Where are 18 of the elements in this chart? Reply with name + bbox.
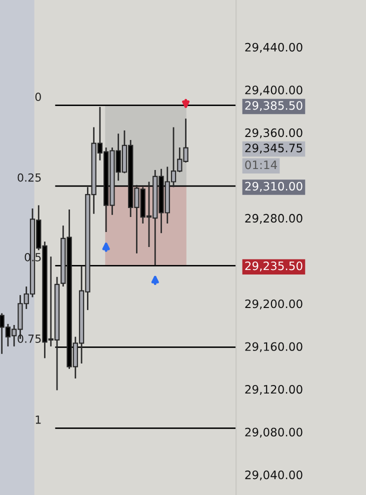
annotation: 1: [36, 416, 41, 424]
y-tick-label: 29,280.00: [245, 214, 302, 224]
y-tick-label: 29,345.75: [245, 144, 302, 154]
y-tick-label: 29,080.00: [245, 428, 302, 438]
annotation: 0.75: [18, 334, 41, 343]
y-tick-label: 29,385.50: [245, 101, 302, 112]
annotation: 0.25: [18, 173, 41, 182]
y-tick-label: 29,440.00: [245, 42, 302, 53]
y-tick-label: 29,120.00: [245, 384, 302, 395]
y-tick-label: 29,160.00: [245, 342, 302, 352]
annotation: 0: [35, 92, 41, 102]
y-tick-label: 29,200.00: [245, 299, 302, 310]
y-tick-label: 29,235.50: [245, 262, 302, 272]
y-tick-label: 29,400.00: [245, 86, 302, 96]
y-tick-label: 29,360.00: [245, 128, 302, 138]
text: 01:14: [245, 160, 277, 170]
y-tick-label: 29,310.00: [245, 182, 302, 192]
y-tick-label: 29,040.00: [245, 470, 302, 480]
